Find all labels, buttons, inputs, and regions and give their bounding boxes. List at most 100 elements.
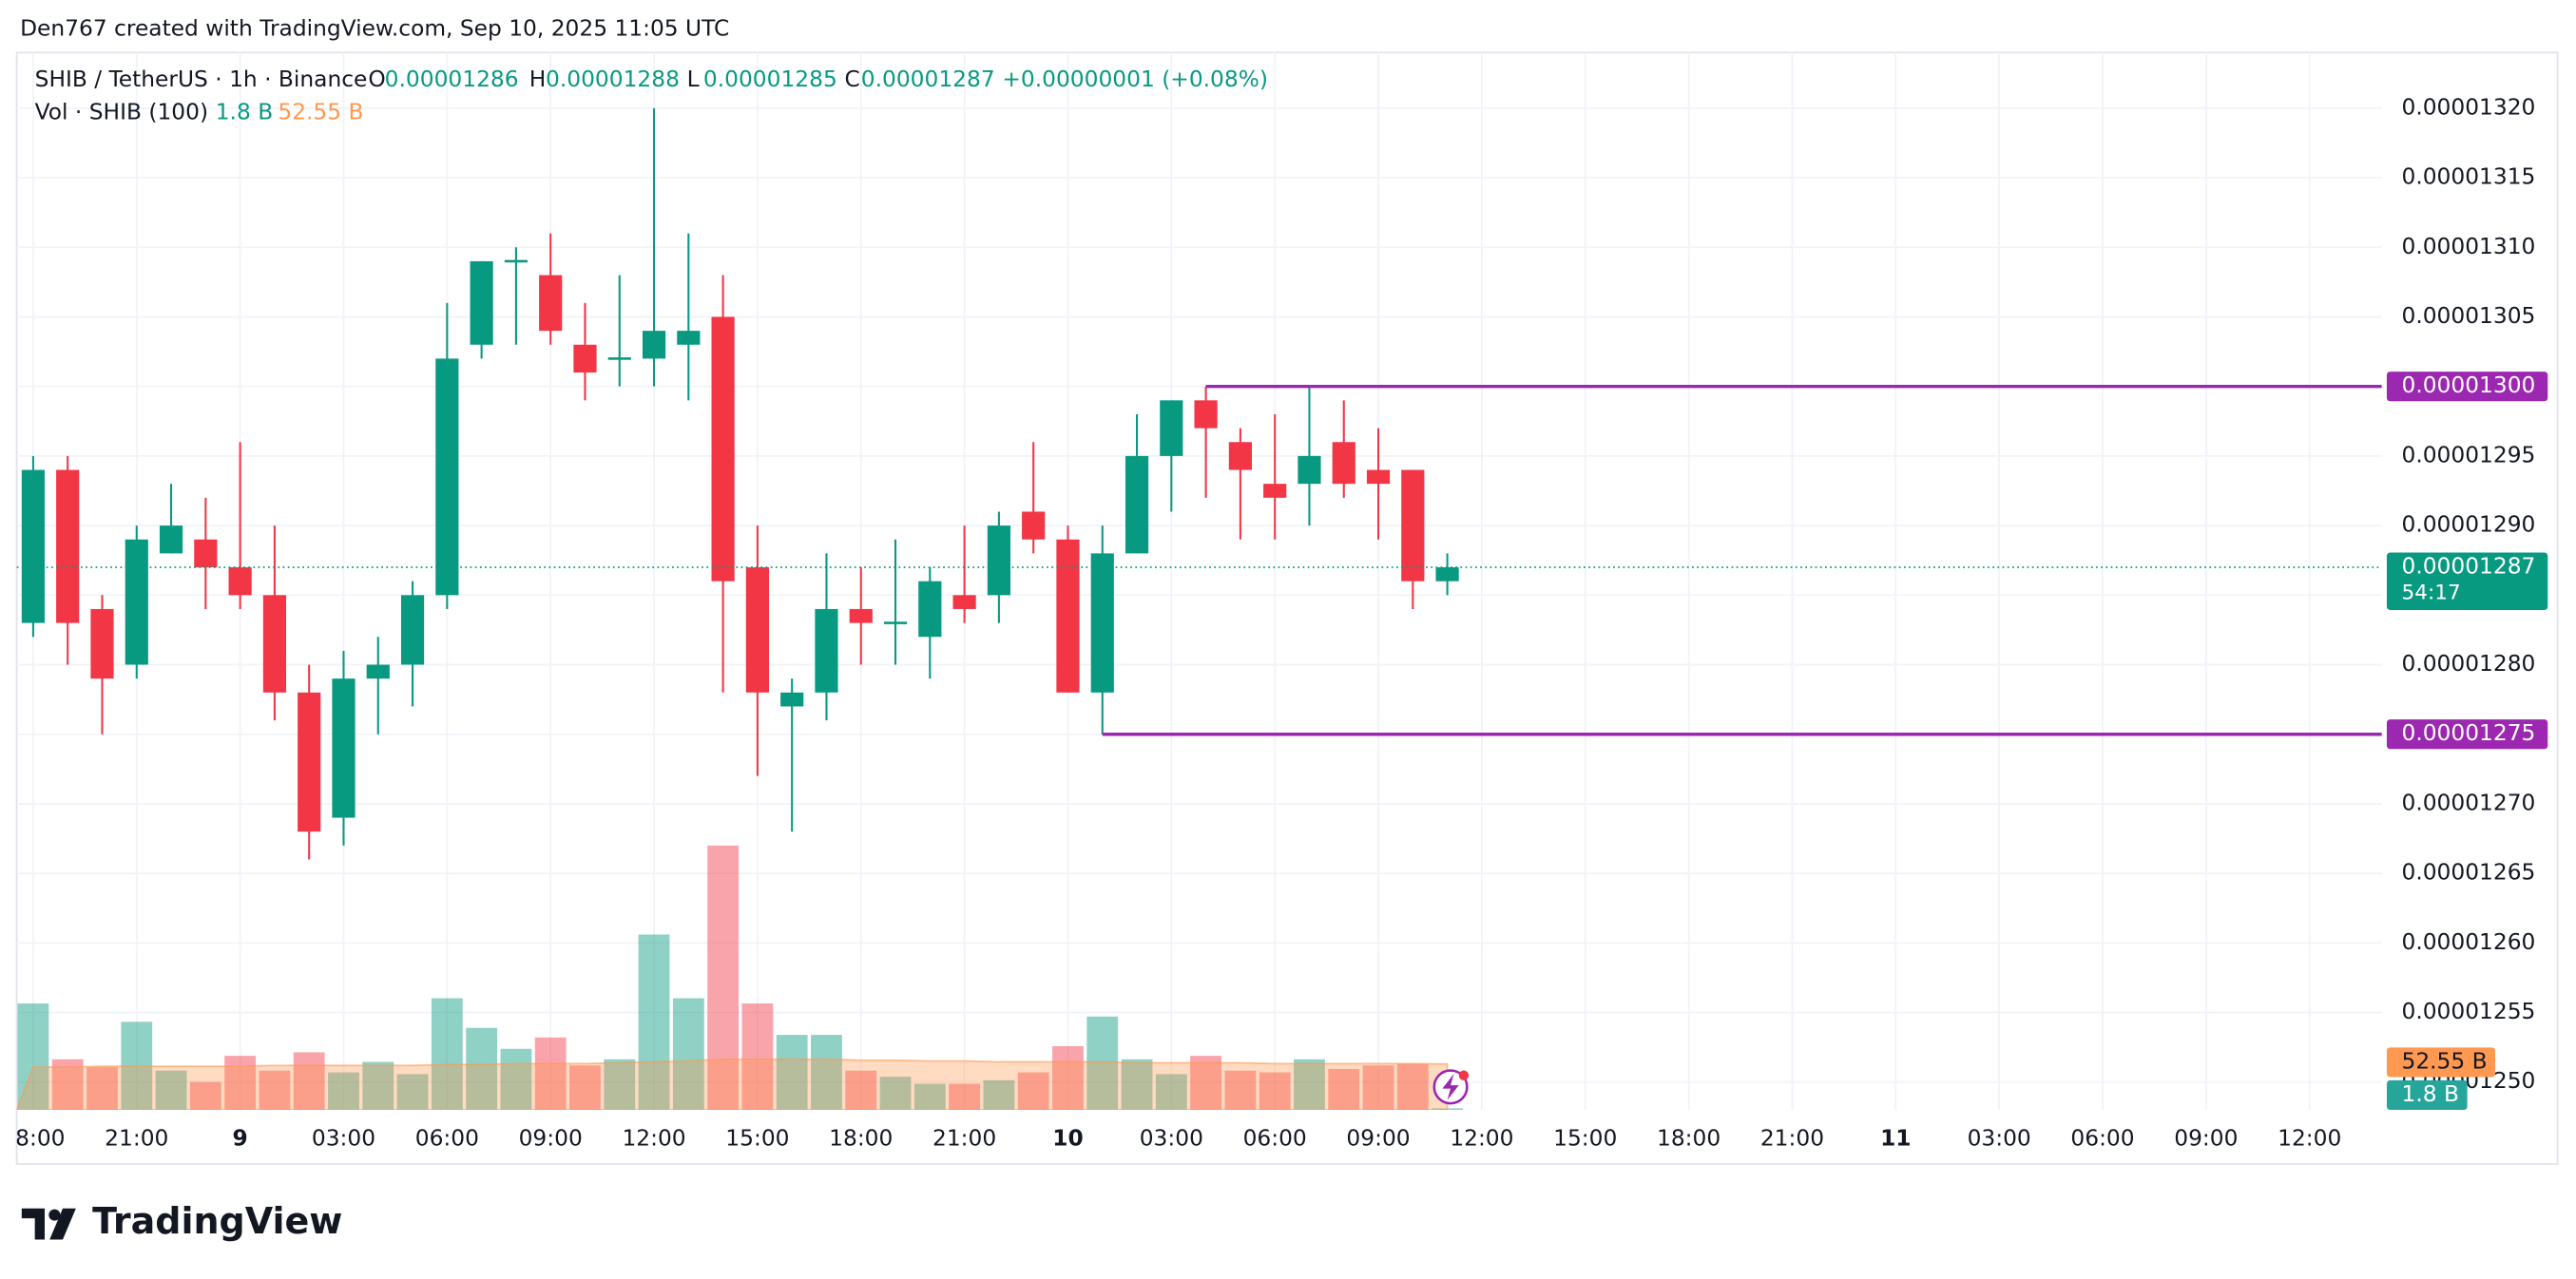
last-price-tag (2386, 552, 2548, 610)
candle-body (987, 525, 1010, 596)
candle-body (952, 595, 976, 609)
y-tick-label: 0.00001260 (2401, 929, 2535, 955)
candle-body (298, 692, 321, 832)
x-tick-label: 06:00 (2070, 1126, 2134, 1152)
candle-body (1125, 455, 1149, 554)
x-tick-label: 06:00 (415, 1126, 479, 1152)
candle-body (1160, 400, 1183, 456)
candle-body (435, 358, 459, 596)
x-tick-label: 18:00 (829, 1126, 893, 1152)
candle-body (539, 275, 563, 332)
candle-body (1366, 469, 1391, 485)
ohlc-value: 0.00001287 (861, 67, 995, 92)
candle-body (849, 608, 873, 623)
volume-bar (913, 1083, 946, 1111)
volume-bar (949, 1083, 981, 1111)
plot-area (16, 107, 2382, 1111)
volume-bar (224, 1056, 257, 1111)
y-tick-label: 0.00001305 (2401, 303, 2535, 329)
x-tick-label: 12:00 (1450, 1126, 1513, 1152)
ohlc-value: 0.00001286 (385, 67, 519, 92)
candle-body (1435, 567, 1459, 582)
volume-ma-tag (2386, 1047, 2495, 1078)
brand-logo: TradingView (21, 1200, 342, 1242)
volume-bar (259, 1070, 291, 1111)
x-axis: 18:00 21:00 9 03:00 06:00 09:00 12:00 15:00 18:0… (1, 1126, 2342, 1152)
y-tick-label: 0.00001270 (2401, 790, 2535, 815)
candle-body (1056, 539, 1080, 693)
x-tick-label: 03:00 (1968, 1126, 2031, 1152)
volume-bar (604, 1059, 636, 1111)
volume-bar (293, 1052, 325, 1111)
candle-body (159, 525, 183, 554)
y-tick-label: 0.00001310 (2401, 234, 2535, 259)
volume-bar (569, 1065, 601, 1111)
candle-body (90, 608, 114, 679)
candle-body (780, 692, 804, 707)
level-label: 0.00001275 (2401, 720, 2535, 746)
volume-tag-label: 1.8 B (2401, 1081, 2458, 1107)
x-tick-label: 12:00 (2278, 1126, 2341, 1152)
candle-body (125, 539, 148, 665)
candle-body (228, 567, 252, 596)
volume-bar (155, 1070, 187, 1111)
candle-body (262, 595, 287, 693)
ohlc-value: 0.00001288 (546, 67, 680, 92)
volume-bar (1121, 1059, 1153, 1111)
candle-body (1332, 442, 1355, 485)
volume-bar (328, 1072, 359, 1111)
volume-bar (87, 1067, 118, 1111)
volume-bar (879, 1077, 912, 1111)
volume-bar (1017, 1072, 1049, 1111)
volume-bar (500, 1048, 532, 1111)
candle-body (711, 316, 735, 582)
x-tick-label: 09:00 (519, 1126, 583, 1152)
legend: SHIB / TetherUS · 1h · Binance O 0.00001… (35, 67, 1268, 125)
x-tick-label: 12:00 (622, 1126, 685, 1152)
x-tick-label: 15:00 (1553, 1126, 1617, 1152)
candle-body (504, 259, 529, 263)
candle-body (573, 344, 597, 373)
ohlc-key: O (368, 67, 385, 92)
replay-icon (1432, 1069, 1470, 1105)
x-tick-label: 18:00 (1657, 1126, 1721, 1152)
y-tick-label: 0.00001280 (2401, 651, 2535, 677)
y-tick-label: 0.00001255 (2401, 999, 2535, 1024)
candle-body (1022, 511, 1046, 540)
x-tick-label: 21:00 (1760, 1126, 1824, 1152)
candle-body (194, 539, 218, 568)
y-tick-label: 0.00001320 (2401, 94, 2535, 120)
ohlc-key: C (844, 67, 859, 92)
level-tag (2386, 372, 2548, 402)
brand-name: TradingView (92, 1200, 342, 1242)
y-tick-label: 0.00001295 (2401, 442, 2535, 468)
volume-bar (362, 1061, 394, 1111)
volume-bar (1155, 1074, 1187, 1111)
candle-body (1298, 455, 1321, 485)
level-tag (2386, 719, 2548, 750)
ohlc-key: L (687, 67, 700, 92)
countdown: 54:17 (2401, 582, 2460, 605)
volume-bar (1362, 1065, 1394, 1111)
volume-bar (1328, 1068, 1360, 1111)
volume-ma-tag-label: 52.55 B (2401, 1048, 2487, 1074)
volume-bar (776, 1035, 808, 1111)
candle-body (56, 469, 80, 623)
candle-body (332, 678, 356, 818)
volume-bar (672, 998, 704, 1111)
x-tick-label: 18:00 (1, 1126, 65, 1152)
x-tick-label: 06:00 (1243, 1126, 1307, 1152)
candle-body (918, 581, 942, 638)
volume-bar (811, 1035, 842, 1111)
change-label: +0.00000001 (+0.08%) (1002, 67, 1268, 92)
x-tick-label: 03:00 (1140, 1126, 1203, 1152)
candle-body (400, 595, 425, 665)
volume-bar (983, 1079, 1015, 1111)
y-tick-label: 0.00001265 (2401, 860, 2535, 886)
y-tick-label: 0.00001290 (2401, 512, 2535, 538)
ohlc-key: H (529, 67, 547, 92)
volume-bar (466, 1027, 498, 1111)
candle-body (677, 331, 701, 345)
x-tick-label: 11 (1880, 1126, 1911, 1152)
